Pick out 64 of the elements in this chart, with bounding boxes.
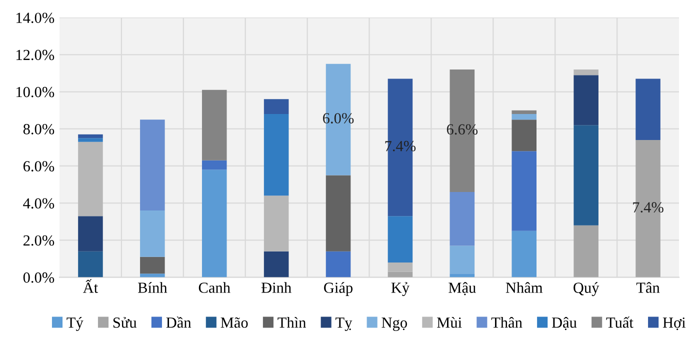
y-tick-label: 12.0% [16, 50, 54, 60]
bar [388, 216, 413, 262]
x-tick-label: Ất [82, 279, 98, 293]
bar [264, 114, 289, 196]
legend-label: Tỵ [336, 318, 352, 331]
x-tick-label: Đinh [261, 282, 292, 293]
legend-label: Tý [66, 317, 84, 331]
legend-label: Mão [220, 317, 248, 328]
legend-label: Tuất [606, 316, 634, 328]
bar [140, 256, 165, 274]
bar [264, 196, 289, 252]
bar [574, 125, 598, 226]
bar [574, 225, 598, 278]
bar [78, 142, 103, 216]
bar [264, 251, 289, 278]
y-tick-label: 4.0% [23, 198, 54, 209]
x-tick-label: Canh [198, 282, 230, 293]
bar [78, 251, 103, 278]
bar [636, 78, 660, 140]
bar [512, 151, 537, 231]
bar [140, 120, 165, 210]
bar [140, 274, 165, 278]
legend-label: Dần [166, 316, 192, 328]
bar [140, 210, 165, 257]
bar [78, 134, 103, 138]
bar [574, 75, 598, 126]
bar [450, 274, 475, 278]
y-tick-label: 2.0% [23, 235, 54, 246]
bar [512, 110, 537, 114]
x-tick-label: Tân [636, 282, 660, 293]
y-tick-label: 14.0% [16, 12, 54, 24]
legend-label: Thìn [278, 317, 306, 328]
legend-label: Mùi [437, 317, 462, 328]
legend-label: Ngọ [382, 318, 407, 331]
legend-label: Sửu [113, 317, 137, 328]
bar [450, 246, 475, 274]
bar [388, 262, 413, 272]
bar [326, 175, 351, 252]
x-tick-label: Giáp [324, 282, 353, 296]
x-tick-label: Bính [138, 282, 168, 293]
bar [450, 192, 475, 246]
x-tick-label: Quý [574, 282, 600, 296]
legend-label: Dậu [552, 317, 577, 330]
legend-label: Thân [491, 317, 522, 328]
bar [202, 160, 227, 170]
bar [264, 99, 289, 114]
bar [202, 90, 227, 160]
x-tick-label: Nhâm [506, 282, 543, 293]
bar [78, 216, 103, 252]
x-tick-label: Kỷ [391, 282, 410, 296]
bar [512, 120, 537, 152]
bar [202, 170, 227, 278]
bar [512, 114, 537, 120]
bar [512, 230, 537, 278]
bar [78, 138, 103, 142]
bar [388, 272, 413, 278]
legend-label: Hợi [662, 318, 686, 330]
y-tick-label: 8.0% [23, 124, 54, 134]
bar [574, 70, 598, 76]
y-tick-label: 10.0% [16, 86, 54, 98]
x-tick-label: Mậu [448, 282, 476, 296]
bar [326, 251, 351, 278]
y-tick-label: 0.0% [23, 272, 54, 283]
y-tick-label: 6.0% [23, 161, 54, 172]
